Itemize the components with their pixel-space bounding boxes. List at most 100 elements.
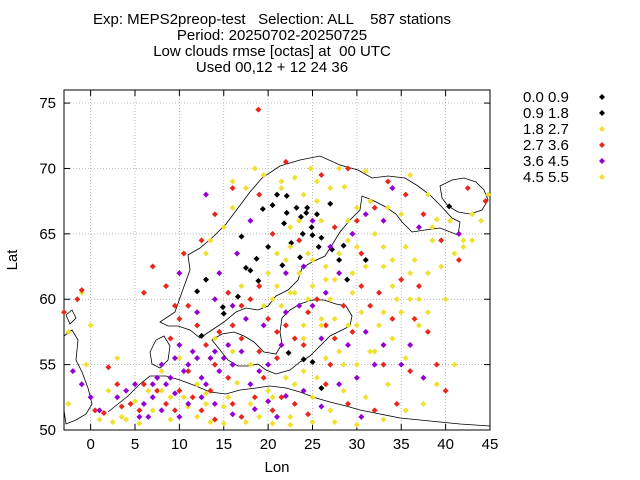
data-point xyxy=(247,361,254,368)
data-point xyxy=(433,361,440,368)
data-point xyxy=(327,200,334,207)
data-point xyxy=(123,387,130,394)
data-point xyxy=(336,257,343,263)
data-point xyxy=(163,400,170,407)
data-point xyxy=(296,217,303,224)
data-point xyxy=(331,224,338,231)
coastline-iceland-faroe xyxy=(65,309,77,325)
data-point xyxy=(322,381,329,388)
data-point xyxy=(282,322,289,329)
data-point xyxy=(318,403,325,410)
data-point xyxy=(198,407,205,414)
data-point xyxy=(304,204,311,211)
data-point xyxy=(424,270,431,277)
y-tick-label: 70 xyxy=(39,160,56,177)
data-point xyxy=(424,191,431,198)
data-point xyxy=(225,342,232,348)
data-point xyxy=(345,217,351,224)
data-point xyxy=(136,413,143,420)
legend-marker xyxy=(599,142,605,148)
data-point xyxy=(247,217,254,224)
data-point xyxy=(345,165,351,172)
data-point xyxy=(287,421,294,428)
data-point xyxy=(424,309,431,316)
data-point xyxy=(384,178,391,185)
data-point xyxy=(278,178,285,185)
data-point xyxy=(407,270,414,277)
data-point xyxy=(313,374,320,381)
data-point xyxy=(362,168,369,175)
data-point xyxy=(300,387,307,394)
data-point xyxy=(407,296,414,303)
data-point xyxy=(145,387,152,394)
data-point xyxy=(318,234,325,241)
data-point xyxy=(469,211,476,218)
y-axis-label: Lat xyxy=(4,249,21,271)
data-point xyxy=(96,416,103,423)
data-point xyxy=(225,394,232,401)
legend: 0.0 0.90.9 1.81.8 2.72.7 3.63.6 4.54.5 5… xyxy=(523,89,605,186)
data-point xyxy=(309,302,316,309)
data-point xyxy=(367,198,374,205)
data-point xyxy=(358,250,365,257)
data-point xyxy=(305,296,312,303)
data-point xyxy=(384,381,391,388)
data-point xyxy=(198,237,205,244)
data-point xyxy=(296,237,303,244)
data-point xyxy=(336,270,343,277)
data-point xyxy=(278,394,285,401)
x-tick-label: 15 xyxy=(215,436,232,453)
data-point xyxy=(247,296,254,303)
data-point xyxy=(402,243,409,250)
data-point xyxy=(256,191,263,198)
data-point xyxy=(407,342,414,348)
y-tick-label: 75 xyxy=(39,95,56,112)
data-point xyxy=(303,209,310,216)
data-point xyxy=(287,224,294,231)
data-point xyxy=(318,385,325,392)
data-point xyxy=(203,381,209,388)
data-point xyxy=(229,348,236,355)
legend-marker xyxy=(599,158,605,164)
data-point xyxy=(220,403,227,410)
data-point xyxy=(353,322,360,329)
data-point xyxy=(260,374,267,381)
coastline-denmark xyxy=(149,335,171,369)
data-point xyxy=(300,263,307,270)
data-point xyxy=(265,398,272,405)
data-point xyxy=(282,374,289,381)
data-point xyxy=(269,230,276,237)
data-point xyxy=(371,230,378,237)
data-point xyxy=(291,174,298,181)
data-point xyxy=(180,368,187,375)
data-point xyxy=(136,407,143,414)
data-point xyxy=(384,204,391,211)
data-point xyxy=(389,257,396,263)
data-point xyxy=(194,381,201,388)
data-point xyxy=(105,364,112,371)
data-point xyxy=(265,270,272,277)
data-point xyxy=(229,204,236,211)
data-point xyxy=(293,204,300,211)
data-point xyxy=(315,243,322,250)
data-point xyxy=(149,407,156,414)
data-point xyxy=(362,394,369,401)
data-point xyxy=(313,211,320,218)
chart-title-line-4: Used 00,12 + 12 24 36 xyxy=(195,59,349,76)
data-point xyxy=(229,361,236,368)
data-point xyxy=(281,220,288,227)
data-point xyxy=(149,394,156,401)
data-point xyxy=(259,206,266,212)
data-point xyxy=(416,296,422,303)
data-point xyxy=(274,355,280,362)
data-point xyxy=(207,355,214,362)
data-point xyxy=(171,302,178,309)
data-point xyxy=(308,224,315,231)
data-point xyxy=(380,361,387,368)
data-point xyxy=(407,368,414,375)
data-point xyxy=(340,242,347,249)
data-point xyxy=(287,289,294,296)
data-point xyxy=(469,237,476,244)
data-point xyxy=(255,106,262,113)
data-point xyxy=(234,379,241,386)
